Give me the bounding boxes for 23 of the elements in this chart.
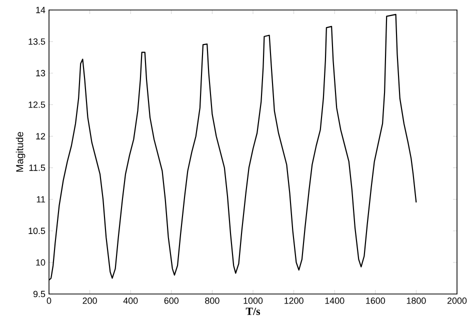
y-tick-label: 10 xyxy=(36,259,46,266)
y-tick-label: 12 xyxy=(36,133,46,140)
x-tick-label: 400 xyxy=(123,298,138,304)
x-tick-label: 1200 xyxy=(284,298,304,304)
x-tick-label: 2000 xyxy=(447,298,467,304)
x-tick-label: 1600 xyxy=(366,298,386,304)
x-tick-label: 1400 xyxy=(325,298,344,304)
y-tick-label: 11.5 xyxy=(29,164,46,171)
x-axis-title: T/s xyxy=(246,308,260,316)
y-tick-label: 10.5 xyxy=(28,228,46,234)
y-tick-label: 12.5 xyxy=(28,101,46,108)
x-tick-label: 800 xyxy=(205,298,220,304)
y-tick-label: 13 xyxy=(36,70,46,76)
x-tick-label: 1000 xyxy=(244,298,263,304)
y-tick-label: 11 xyxy=(36,196,46,202)
x-tick-label: 1800 xyxy=(406,298,426,304)
x-tick-label: 200 xyxy=(82,298,97,304)
y-tick-label: 14 xyxy=(36,6,46,14)
y-tick-label: 13.5 xyxy=(28,38,46,45)
x-tick-label: 0 xyxy=(46,298,52,304)
y-tick-label: 9.5 xyxy=(33,290,46,298)
x-tick-label: 600 xyxy=(164,298,179,304)
y-axis-title: Magitude xyxy=(16,132,26,172)
